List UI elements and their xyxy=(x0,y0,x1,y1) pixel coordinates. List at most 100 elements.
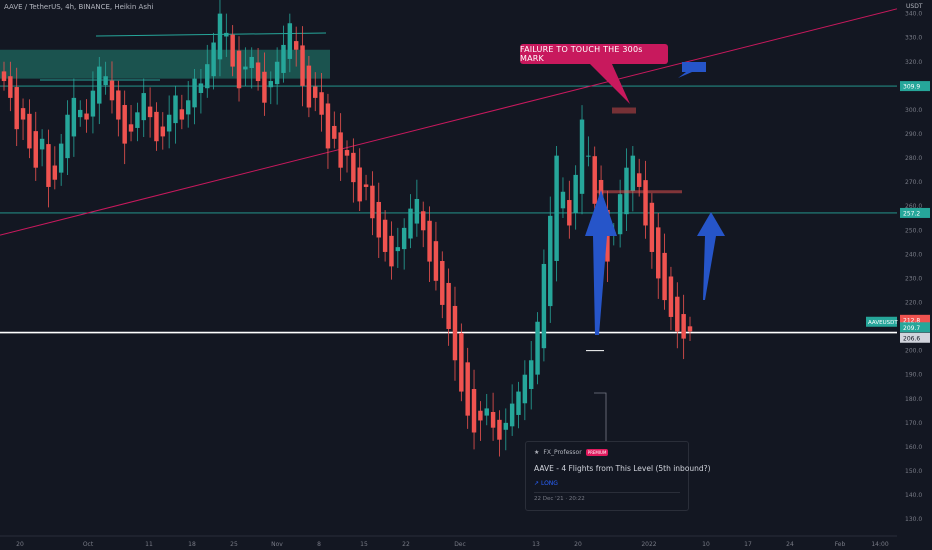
candle-body-74 xyxy=(471,388,477,433)
direction-label: LONG xyxy=(540,480,558,487)
candle-body-55 xyxy=(351,152,356,183)
x-tick-label: 11 xyxy=(145,541,153,548)
candle-body-73 xyxy=(465,362,470,416)
y-tick-label: 340.0 xyxy=(905,11,922,18)
y-tick-label: 220.0 xyxy=(905,299,922,306)
candle-body-85 xyxy=(541,263,547,349)
candle-body-20 xyxy=(128,124,134,132)
y-tick-label: 130.0 xyxy=(905,516,922,523)
x-tick-label: 14:00 xyxy=(871,541,888,548)
candle-body-57 xyxy=(363,184,369,187)
candle-body-48 xyxy=(306,65,312,108)
candle-body-54 xyxy=(344,150,350,156)
candle-body-79 xyxy=(503,422,509,430)
price-tag-bg-4 xyxy=(900,332,930,343)
candle-body-108 xyxy=(687,326,693,332)
candle-body-72 xyxy=(459,333,464,392)
candle-body-66 xyxy=(420,211,426,231)
x-tick-label: 25 xyxy=(230,541,238,548)
idea-card[interactable]: ★ FX_Professor PREMIUM AAVE - 4 Flights … xyxy=(525,441,711,511)
candle-body-82 xyxy=(522,374,528,404)
candle-body-29 xyxy=(185,100,191,115)
card-connector xyxy=(594,392,607,445)
candle-body-89 xyxy=(567,200,572,226)
callout-pointer xyxy=(590,64,630,104)
up-arrow-left xyxy=(585,190,617,335)
y-tick-label: 330.0 xyxy=(905,35,922,42)
y-tick-label: 160.0 xyxy=(905,444,922,451)
x-tick-label: 18 xyxy=(188,541,196,548)
candle-body-77 xyxy=(490,412,496,428)
candle-body-90 xyxy=(573,174,578,213)
overlay-layer xyxy=(585,62,725,445)
y-tick-label: 320.0 xyxy=(905,59,922,66)
candle-body-84 xyxy=(535,321,540,375)
x-tick-label: 2022 xyxy=(641,541,656,548)
price-tag-bg-1 xyxy=(900,207,930,218)
candle-body-7 xyxy=(46,144,51,187)
candle-body-5 xyxy=(33,131,38,168)
candle-body-107 xyxy=(681,314,686,339)
candle-body-31 xyxy=(198,83,204,93)
candle-body-17 xyxy=(109,80,115,101)
price-tag-label-3: 209.7 xyxy=(903,325,920,332)
candle-body-46 xyxy=(293,41,299,50)
candle-body-34 xyxy=(217,13,223,60)
candle-body-105 xyxy=(668,276,674,317)
time-axis: 20 Oct 11 18 25 Nov 8 15 22 Dec 13 20 2022 10 17 24 Feb 1… xyxy=(0,535,897,548)
candle-body-3 xyxy=(20,108,26,120)
x-tick-label: 8 xyxy=(317,541,321,548)
price-tag-bg-0 xyxy=(900,81,930,92)
idea-date: 22 Dec '21 · 20:22 xyxy=(534,496,585,502)
candle-body-86 xyxy=(548,215,553,307)
candle-body-65 xyxy=(414,198,420,224)
candle-body-35 xyxy=(224,32,229,37)
candle-body-37 xyxy=(236,50,242,89)
candle-body-4 xyxy=(27,113,32,149)
candle-body-1 xyxy=(8,76,13,98)
x-tick-label: 24 xyxy=(786,541,794,548)
x-tick-label: Feb xyxy=(835,541,846,548)
y-tick-label: 180.0 xyxy=(905,396,922,403)
idea-title[interactable]: AAVE - 4 Flights from This Level (5th in… xyxy=(534,464,711,473)
candle-body-8 xyxy=(52,165,58,180)
candle-body-97 xyxy=(617,194,623,235)
up-arrow-right xyxy=(697,212,725,300)
candle-body-99 xyxy=(630,155,636,191)
candle-body-81 xyxy=(516,391,521,415)
candle-body-62 xyxy=(395,247,401,252)
idea-author[interactable]: ★ FX_Professor PREMIUM xyxy=(534,449,609,456)
candle-body-25 xyxy=(160,126,166,137)
candle-body-15 xyxy=(97,66,102,104)
candle-body-68 xyxy=(433,241,439,281)
trendline xyxy=(0,8,898,236)
trend-up-icon: ↗ xyxy=(534,480,540,487)
long-tag: ↗ LONG xyxy=(534,480,558,487)
y-tick-label: 190.0 xyxy=(905,372,922,379)
candle-body-14 xyxy=(90,90,96,117)
price-tag-label-2: 212.8 xyxy=(903,317,920,324)
supply-zone xyxy=(0,49,330,79)
symbol-tag-label: AAVEUSDT xyxy=(868,320,898,326)
candle-body-16 xyxy=(103,76,108,86)
candle-body-30 xyxy=(192,78,197,108)
x-tick-label: 17 xyxy=(744,541,752,548)
candle-body-12 xyxy=(77,109,83,118)
x-tick-label: 22 xyxy=(402,541,410,548)
y-tick-label: 300.0 xyxy=(905,107,922,114)
x-tick-label: Oct xyxy=(83,541,94,548)
candle-body-32 xyxy=(205,64,210,89)
y-tick-label: 200.0 xyxy=(905,348,922,355)
candle-body-87 xyxy=(554,155,559,261)
y-tick-label: 240.0 xyxy=(905,251,922,258)
x-tick-label: 15 xyxy=(360,541,368,548)
price-tag-label-1: 257.2 xyxy=(903,210,920,217)
price-tag-label-0: 309.9 xyxy=(903,84,920,91)
candle-body-38 xyxy=(243,66,248,70)
candle-body-44 xyxy=(281,44,286,73)
candle-body-75 xyxy=(478,410,483,421)
price-tag-bg-3 xyxy=(900,322,930,333)
candle-body-67 xyxy=(427,220,432,262)
y-tick-label: 250.0 xyxy=(905,227,922,234)
